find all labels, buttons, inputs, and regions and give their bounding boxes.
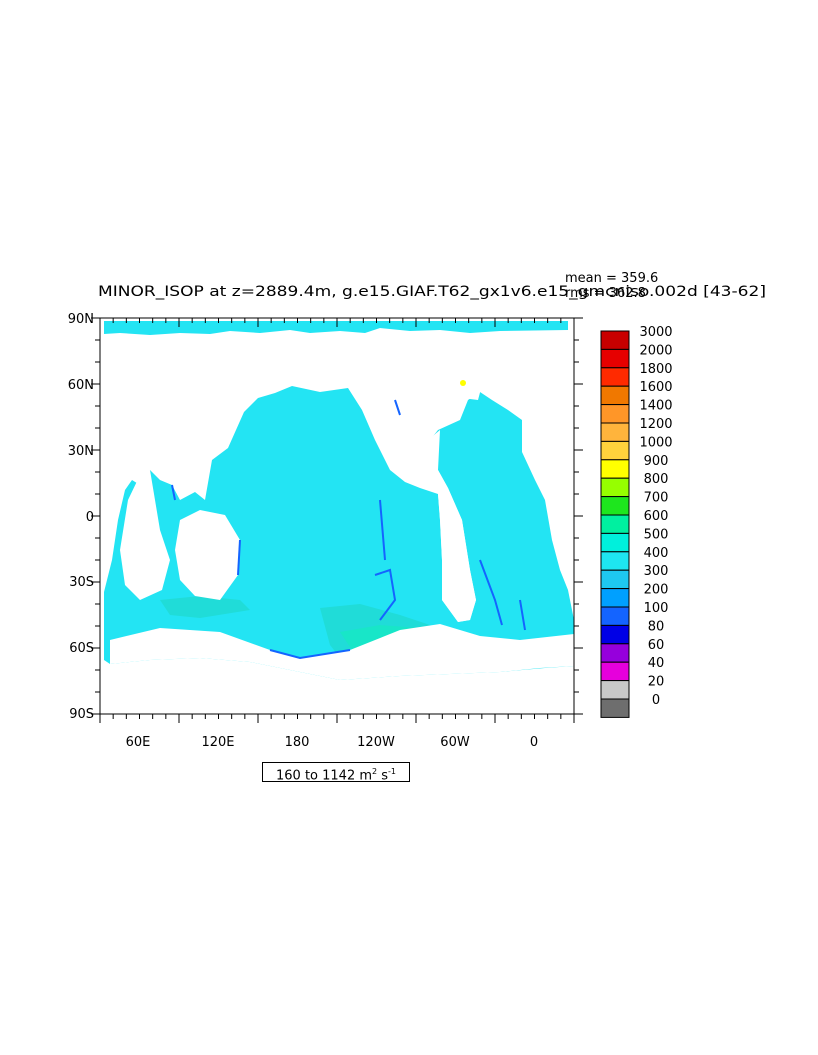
axis-ticks: [91, 317, 583, 723]
colorbar-swatch: [600, 698, 630, 718]
colorbar-swatch: [600, 348, 630, 369]
colorbar-label: 600: [644, 509, 669, 524]
coastline-highlights: [171, 399, 526, 660]
arctic-ocean-shape: [104, 321, 568, 335]
hotspot-greenland: [460, 380, 466, 386]
colorbar-label: 60: [648, 638, 665, 653]
lon-label-60w: 60W: [440, 735, 470, 750]
lon-label-180: 180: [285, 735, 310, 750]
lat-label-eq: 0: [86, 510, 94, 525]
land-greenland: [455, 378, 482, 400]
colorbar-label: 3000: [639, 325, 672, 340]
colorbar-label: 800: [644, 472, 669, 487]
colorbar-label: 2000: [639, 343, 672, 358]
colorbar-swatch: [600, 551, 630, 571]
colorbar-label: 200: [644, 583, 669, 598]
colorbar-label: 1000: [639, 435, 672, 450]
colorbar-swatch: [600, 496, 630, 516]
colorbar-label: 1800: [639, 362, 672, 377]
lon-label-120w: 120W: [357, 735, 395, 750]
colorbar-label: 400: [644, 546, 669, 561]
colorbar-swatch: [600, 514, 630, 534]
colorbar-swatch: [600, 569, 630, 590]
colorbar-label: 1600: [639, 380, 672, 395]
colorbar-swatch: [600, 532, 630, 553]
colorbar-label: 0: [652, 693, 660, 708]
colorbar-swatch: [600, 330, 630, 350]
colorbar-label: 700: [644, 491, 669, 506]
land-australia: [175, 510, 240, 600]
map-field: [104, 321, 574, 680]
colorbar-swatch: [600, 643, 630, 663]
lon-label-120e: 120E: [201, 735, 234, 750]
colorbar-label: 900: [644, 454, 669, 469]
colorbar-swatch: [600, 404, 630, 424]
stat-rms: rms = 362.8: [565, 286, 646, 301]
colorbar-swatch: [600, 680, 630, 700]
lat-label-30s: 30S: [69, 575, 94, 590]
colorbar-label: 300: [644, 564, 669, 579]
lon-label-0: 0: [530, 735, 538, 750]
map-title: MINOR_ISOP at z=2889.4m, g.e15.GIAF.T62_…: [98, 284, 766, 300]
colorbar: 3000200018001600140012001000900800700600…: [600, 325, 673, 718]
colorbar-swatch: [600, 606, 630, 626]
colorbar-label: 500: [644, 527, 669, 542]
colorbar-swatch: [600, 661, 630, 682]
colorbar-label: 1400: [639, 399, 672, 414]
stat-mean: mean = 359.6: [565, 271, 658, 286]
colorbar-swatch: [600, 422, 630, 442]
lat-label-90n: 90N: [68, 312, 94, 327]
colorbar-label: 100: [644, 601, 669, 616]
lat-label-90s: 90S: [69, 707, 94, 722]
colorbar-swatch: [600, 459, 630, 479]
colorbar-label: 20: [648, 675, 665, 690]
colorbar-swatch: [600, 367, 630, 387]
colorbar-label: 80: [648, 619, 665, 634]
range-label: 160 to 1142 m2 s-1: [262, 762, 410, 784]
lat-label-30n: 30N: [68, 444, 94, 459]
colorbar-label: 40: [648, 656, 665, 671]
colorbar-swatch: [600, 588, 630, 608]
range-mid: s: [377, 768, 389, 784]
lon-label-60e: 60E: [126, 735, 151, 750]
colorbar-swatch: [600, 440, 630, 461]
colorbar-swatch: [600, 385, 630, 406]
colorbar-label: 1200: [639, 417, 672, 432]
range-text: 160 to 1142 m: [276, 768, 373, 784]
range-sup-minus1: -1: [388, 767, 396, 776]
land-americas: [428, 430, 476, 622]
colorbar-swatch: [600, 624, 630, 645]
range-sup-2: 2: [372, 767, 378, 776]
lat-label-60n: 60N: [68, 378, 94, 393]
land-africa: [120, 470, 170, 600]
colorbar-swatch: [600, 477, 630, 498]
southern-ocean-warm-band: [160, 596, 250, 618]
lat-label-60s: 60S: [69, 641, 94, 656]
